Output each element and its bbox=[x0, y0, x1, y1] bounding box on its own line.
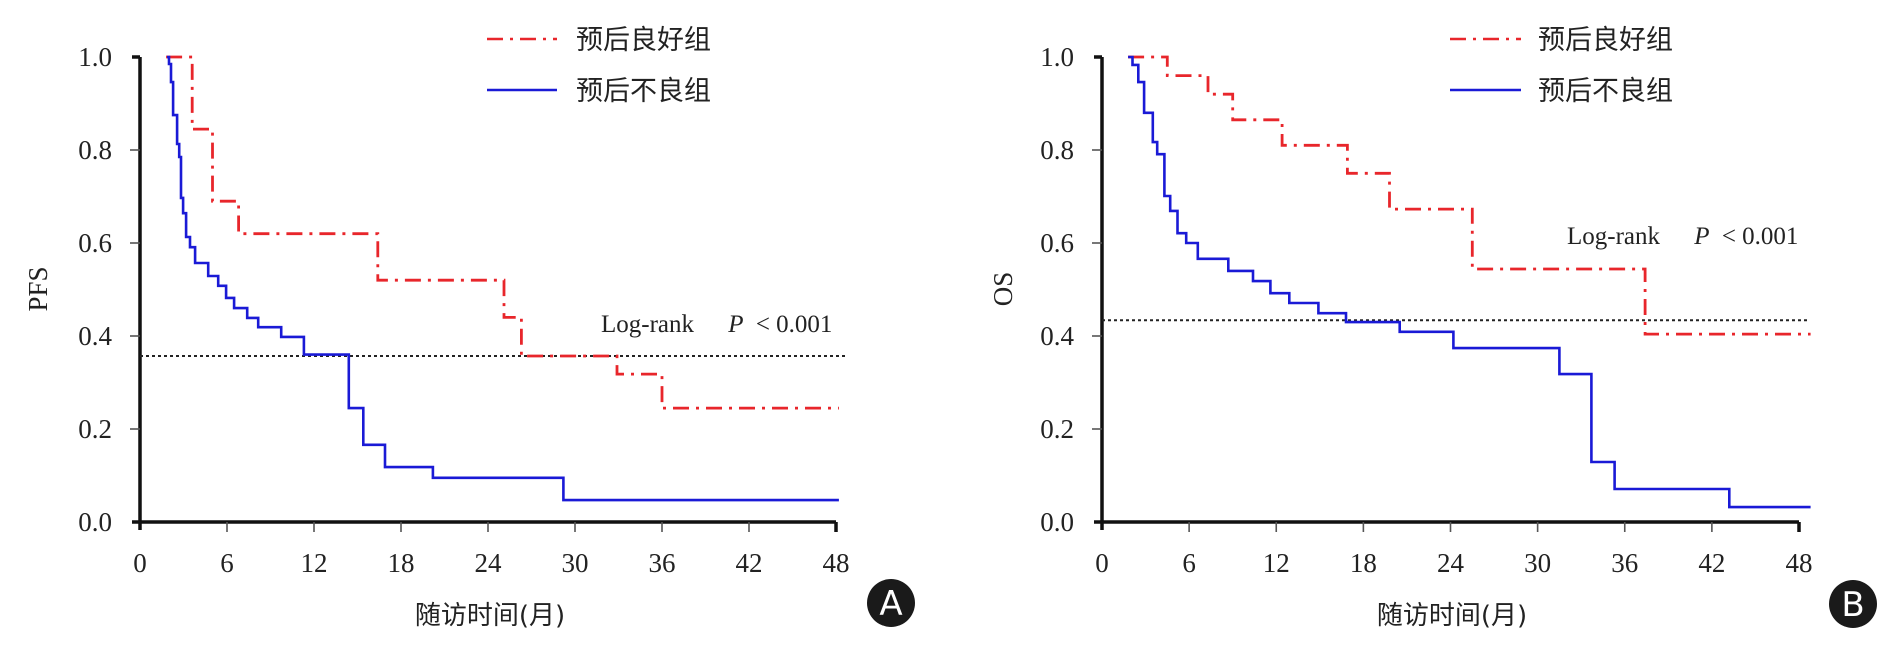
panel-b-y-tick-label: 0.8 bbox=[1040, 135, 1074, 165]
panel-a-curves bbox=[140, 55, 846, 502]
panel-b-x-tick-label: 36 bbox=[1611, 548, 1638, 578]
badge-circle bbox=[1829, 580, 1877, 628]
panel-b-good-prognosis-curve bbox=[1128, 55, 1811, 336]
panel-a-axes: 0 6 12 18 24 30 36 42 48 0.0 0.2 0.4 0.6 0.8 1.0 bbox=[78, 42, 849, 578]
panel-b-logrank-annotation: Log-rank P < 0.001 bbox=[1567, 223, 1798, 250]
badge-circle bbox=[867, 579, 915, 627]
panel-b-poor-prognosis-curve bbox=[1128, 55, 1811, 509]
panel-a-y-tick-label: 1.0 bbox=[78, 42, 112, 72]
panel-b-os: 0 6 12 18 24 30 36 42 48 0.0 0.2 0.4 0.6 0.8 1.0 OS 随访… bbox=[988, 25, 1877, 631]
logrank-label: Log-rank bbox=[1567, 223, 1661, 250]
panel-a-logrank-annotation: Log-rank P < 0.001 bbox=[601, 311, 832, 338]
panel-a-poor-prognosis-curve bbox=[167, 55, 839, 502]
panel-a-badge: A bbox=[867, 579, 915, 627]
panel-b-y-tick-label: 0.6 bbox=[1040, 228, 1074, 258]
panel-b-curves bbox=[1102, 55, 1811, 509]
panel-b-y-tick-label: 0.0 bbox=[1040, 507, 1074, 537]
panel-a-y-tick-label: 0.2 bbox=[78, 414, 112, 444]
panel-a-x-tick-label: 42 bbox=[736, 548, 763, 578]
panel-a-y-tick-label: 0.0 bbox=[78, 507, 112, 537]
panel-a-good-prognosis-curve bbox=[166, 55, 839, 410]
logrank-label: Log-rank bbox=[601, 311, 695, 338]
legend-label-poor: 预后不良组 bbox=[1538, 76, 1673, 107]
panel-a-badge-label: A bbox=[879, 584, 902, 624]
panel-a-y-tick-label: 0.6 bbox=[78, 228, 112, 258]
p-symbol: P bbox=[1693, 223, 1709, 250]
p-value: < 0.001 bbox=[1722, 223, 1799, 250]
panel-a-x-tick-label: 24 bbox=[475, 548, 503, 578]
panel-b-badge-label: B bbox=[1841, 585, 1864, 625]
panel-b-x-tick-label: 42 bbox=[1698, 548, 1725, 578]
panel-a-pfs: 0 6 12 18 24 30 36 42 48 0.0 0.2 0.4 0.6 0.8 1.0 PFS 随… bbox=[23, 25, 915, 631]
panel-b-legend: 预后良好组 预后不良组 bbox=[1450, 25, 1673, 107]
panel-b-badge: B bbox=[1829, 580, 1877, 628]
panel-a-x-tick-label: 12 bbox=[301, 548, 328, 578]
panel-a-x-tick-label: 0 bbox=[133, 548, 147, 578]
panel-a-x-tick-label: 18 bbox=[388, 548, 415, 578]
panel-a-legend: 预后良好组 预后不良组 bbox=[487, 25, 711, 107]
panel-a-x-tick-label: 30 bbox=[562, 548, 589, 578]
legend-label-poor: 预后不良组 bbox=[576, 76, 711, 107]
panel-b-axes: 0 6 12 18 24 30 36 42 48 0.0 0.2 0.4 0.6 0.8 1.0 bbox=[1040, 42, 1812, 578]
p-symbol: P bbox=[727, 311, 743, 338]
panel-b-y-axis-label: OS bbox=[988, 272, 1018, 307]
panel-b-x-tick-label: 12 bbox=[1263, 548, 1290, 578]
panel-b-y-tick-label: 0.2 bbox=[1040, 414, 1074, 444]
panel-a-x-tick-label: 36 bbox=[649, 548, 676, 578]
panel-b-x-tick-label: 18 bbox=[1350, 548, 1377, 578]
panel-b-x-tick-label: 24 bbox=[1437, 548, 1465, 578]
p-value: < 0.001 bbox=[756, 311, 833, 338]
panel-b-x-tick-label: 0 bbox=[1095, 548, 1109, 578]
panel-b-x-axis-title: 随访时间(月) bbox=[1377, 601, 1527, 631]
panel-b-x-tick-label: 48 bbox=[1786, 548, 1813, 578]
panel-a-y-tick-label: 0.8 bbox=[78, 135, 112, 165]
panel-a-x-axis-title: 随访时间(月) bbox=[415, 601, 565, 631]
panel-b-x-tick-label: 6 bbox=[1182, 548, 1196, 578]
panel-a-x-tick-label: 48 bbox=[823, 548, 850, 578]
legend-label-good: 预后良好组 bbox=[576, 25, 711, 56]
legend-label-good: 预后良好组 bbox=[1538, 25, 1673, 56]
panel-a-x-tick-label: 6 bbox=[220, 548, 234, 578]
panel-b-y-tick-label: 1.0 bbox=[1040, 42, 1074, 72]
panel-b-x-tick-label: 30 bbox=[1524, 548, 1551, 578]
panel-a-y-tick-label: 0.4 bbox=[78, 321, 112, 351]
panel-a-y-axis-label: PFS bbox=[23, 266, 53, 311]
panel-b-y-tick-label: 0.4 bbox=[1040, 321, 1074, 351]
